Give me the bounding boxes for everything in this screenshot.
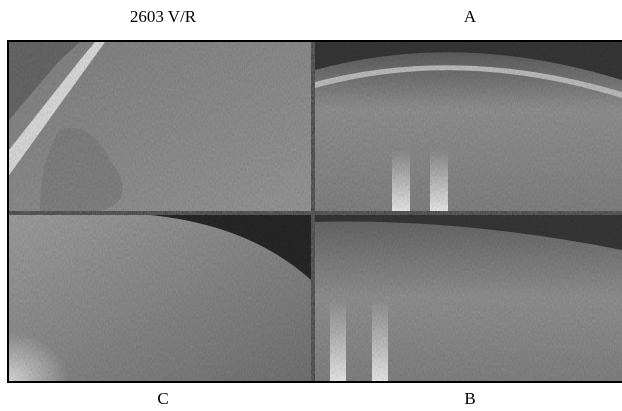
image-feature	[9, 42, 105, 175]
panel-label: B	[464, 389, 475, 408]
image-feature	[315, 65, 622, 98]
image-panel	[315, 215, 622, 381]
image-feature	[315, 42, 622, 80]
image-feature	[150, 215, 311, 280]
image-feature	[392, 150, 410, 211]
panel-label: A	[464, 7, 477, 26]
image-feature	[40, 128, 123, 211]
image-feature	[372, 300, 388, 381]
image-feature	[430, 150, 448, 211]
image-feature	[315, 215, 622, 250]
panel-label: C	[157, 389, 168, 408]
image-feature	[9, 42, 80, 120]
image-feature	[330, 300, 346, 381]
image-feature	[9, 300, 109, 381]
panel-images	[9, 42, 622, 381]
panel-label: 2603 V/R	[130, 7, 197, 26]
